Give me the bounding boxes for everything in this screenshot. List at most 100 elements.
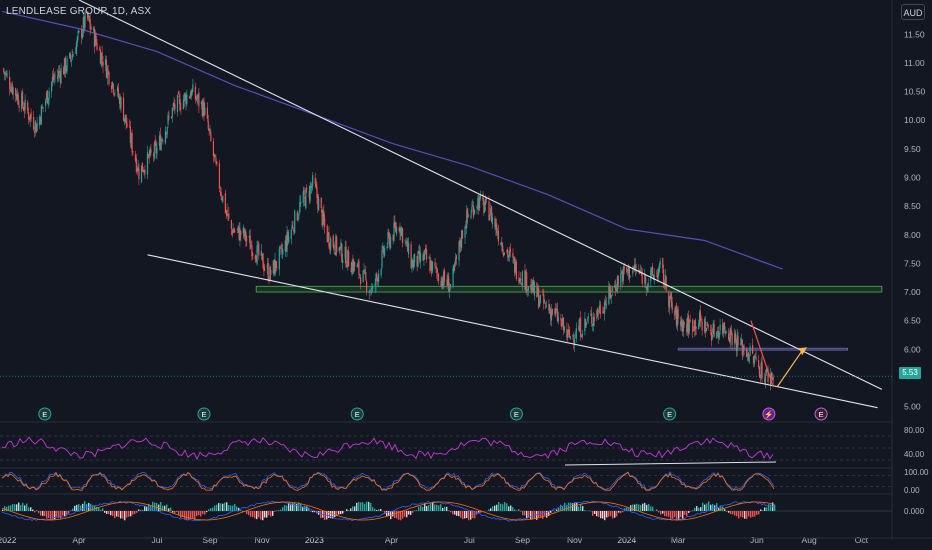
macd-histogram-bar xyxy=(734,511,736,516)
macd-histogram-bar xyxy=(398,511,400,520)
candle-body xyxy=(29,114,31,121)
candle-body xyxy=(711,334,713,339)
y-tick-label: 8.00 xyxy=(904,230,921,240)
support-zone xyxy=(255,285,883,293)
macd-histogram-bar xyxy=(272,511,274,516)
macd-histogram-bar xyxy=(674,511,676,518)
candle-body xyxy=(160,138,162,150)
candle-body xyxy=(467,215,470,217)
macd-histogram-bar xyxy=(504,502,506,511)
macd-histogram-bar xyxy=(512,507,514,511)
macd-histogram-bar xyxy=(176,511,178,513)
candle-body xyxy=(407,242,410,255)
macd-histogram-bar xyxy=(54,511,56,520)
candle-body xyxy=(228,213,230,219)
candle-body xyxy=(252,253,254,255)
candle-body xyxy=(761,361,763,379)
candle-body xyxy=(322,211,324,225)
macd-histogram-bar xyxy=(688,511,690,513)
macd-histogram-bar xyxy=(356,502,358,511)
macd-histogram-bar xyxy=(636,503,638,511)
candle-body xyxy=(250,245,252,247)
macd-histogram-bar xyxy=(74,505,76,511)
currency-badge[interactable]: AUD xyxy=(901,4,925,20)
macd-histogram-bar xyxy=(532,511,534,520)
candle-body xyxy=(536,282,538,298)
macd-histogram-bar xyxy=(360,502,362,511)
candle-body xyxy=(419,252,422,262)
macd-histogram-bar xyxy=(362,502,364,511)
candle-body xyxy=(550,308,552,320)
candle-body xyxy=(453,265,455,271)
candle-body xyxy=(249,235,251,250)
candle-body xyxy=(753,356,755,365)
candle-body xyxy=(86,11,89,19)
macd-histogram-bar xyxy=(650,506,652,511)
candle-body xyxy=(443,271,445,288)
macd-histogram-bar xyxy=(410,511,412,515)
candle-body xyxy=(326,225,328,243)
candle-body xyxy=(173,103,175,107)
candle-body xyxy=(124,114,126,120)
candle-body xyxy=(366,281,368,292)
macd-histogram-bar xyxy=(596,511,598,517)
candle-body xyxy=(240,230,242,236)
candle-body xyxy=(30,112,32,119)
candle-body xyxy=(21,91,24,106)
macd-histogram-bar xyxy=(64,511,66,517)
candle-body xyxy=(736,334,738,351)
candle-body xyxy=(155,143,157,154)
candle-body xyxy=(216,161,218,165)
candle-body xyxy=(15,88,17,96)
candle-body xyxy=(398,228,400,231)
macd-histogram-bar xyxy=(250,511,252,517)
macd-histogram-bar xyxy=(616,511,618,517)
macd-histogram-bar xyxy=(718,507,720,511)
candle-body xyxy=(752,345,754,354)
candle-body xyxy=(362,270,364,283)
candle-body xyxy=(617,276,619,285)
earnings-marker-icon xyxy=(663,407,677,421)
macd-histogram-bar xyxy=(266,511,268,518)
macd-histogram-bar xyxy=(140,510,142,511)
candle-body xyxy=(237,225,239,229)
macd-histogram-bar xyxy=(170,507,172,511)
y-tick-label: 6.50 xyxy=(904,316,921,326)
x-tick-label: 2022 xyxy=(0,535,17,545)
candle-body xyxy=(530,284,532,290)
candle-body xyxy=(110,85,113,90)
macd-histogram-bar xyxy=(240,510,242,511)
candle-body xyxy=(425,248,427,251)
candle-body xyxy=(496,223,498,234)
macd-histogram-bar xyxy=(8,505,10,511)
macd-histogram-bar xyxy=(524,511,526,516)
candle-body xyxy=(114,92,116,94)
macd-histogram-bar xyxy=(594,511,596,514)
macd-histogram-bar xyxy=(676,511,678,521)
macd-histogram-bar xyxy=(670,511,672,520)
candle-body xyxy=(9,89,12,92)
candle-body xyxy=(210,131,212,141)
candle-body xyxy=(669,295,672,299)
candle-body xyxy=(248,235,250,238)
candle-body xyxy=(334,252,336,255)
candle-body xyxy=(584,318,586,332)
candle-body xyxy=(75,42,78,55)
candle-body xyxy=(407,240,409,252)
macd-histogram-bar xyxy=(182,511,184,518)
candle-body xyxy=(336,236,338,252)
candle-body xyxy=(3,68,5,72)
macd-histogram-bar xyxy=(752,511,754,517)
macd-histogram-bar xyxy=(14,504,16,511)
candle-body xyxy=(230,220,232,229)
candle-body xyxy=(731,333,733,346)
candle-body xyxy=(316,186,318,198)
macd-histogram-bar xyxy=(302,506,304,511)
candle-body xyxy=(614,285,616,288)
candle-body xyxy=(633,264,636,271)
candle-body xyxy=(742,347,744,353)
candle-body xyxy=(484,199,487,205)
candle-body xyxy=(232,229,234,234)
candle-body xyxy=(441,278,443,287)
